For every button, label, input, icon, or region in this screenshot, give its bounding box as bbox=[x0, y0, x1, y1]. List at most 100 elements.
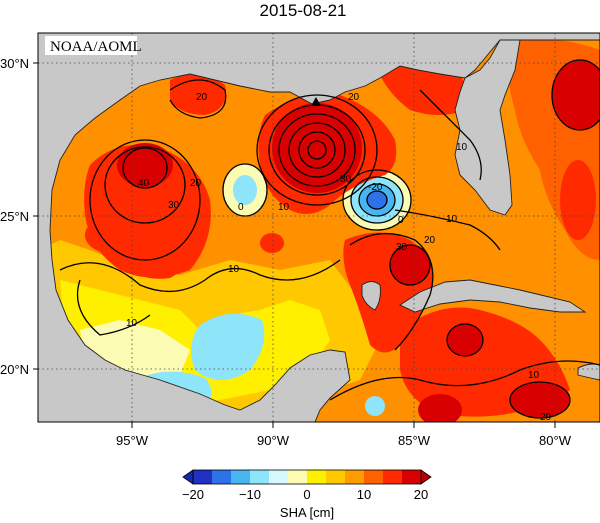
sha-high-north-central bbox=[170, 73, 226, 115]
colorbar-swatch bbox=[193, 470, 213, 484]
contour-line-50-loop bbox=[288, 122, 346, 178]
colorbar-tick-label: −10 bbox=[239, 487, 261, 502]
colorbar-swatch bbox=[288, 470, 308, 484]
contour-line-40-west bbox=[122, 147, 168, 189]
sha-high-western-south bbox=[122, 228, 188, 279]
contour-line-30-west bbox=[104, 146, 186, 224]
contour-line-60-loop bbox=[298, 131, 336, 169]
colorbar-swatches bbox=[193, 470, 422, 484]
contour-line-10-caribbean bbox=[329, 360, 600, 401]
map-title: 2015-08-21 bbox=[260, 1, 347, 20]
contour-label: 20 bbox=[540, 412, 552, 423]
contour-label: 40 bbox=[138, 178, 150, 189]
contour-line-20-north bbox=[169, 79, 227, 119]
sha-low-caribbean bbox=[365, 396, 385, 416]
contour-label: 20 bbox=[196, 92, 208, 103]
colorbar-max-arrow bbox=[420, 469, 432, 485]
credit-box bbox=[45, 36, 137, 55]
contour-line-30-yucatan bbox=[389, 244, 431, 286]
map-area: 40 30 20 10 10 20 0 10 20 30 -20 0 10 20… bbox=[38, 33, 600, 423]
colorbar-tick-label: −20 bbox=[182, 487, 204, 502]
sha-high-small-central bbox=[260, 233, 284, 253]
colorbar-swatch bbox=[231, 470, 251, 484]
contour-line-20-loop bbox=[256, 94, 378, 206]
lon-tick-label: 80°W bbox=[539, 433, 572, 448]
sha-peak-western bbox=[117, 143, 173, 187]
colorbar-swatch bbox=[326, 470, 346, 484]
contour-line-20-atlantic bbox=[551, 59, 600, 131]
contour-label: 0 bbox=[398, 215, 404, 226]
colorbar-swatch bbox=[250, 470, 270, 484]
sha-high-yucatan-core bbox=[390, 245, 430, 285]
colorbar: −20 −10 0 10 20 SHA [cm] bbox=[182, 469, 432, 520]
contour-label: 10 bbox=[126, 318, 138, 329]
colorbar-swatch bbox=[307, 470, 327, 484]
contour-line-40-loop bbox=[278, 113, 356, 187]
contour-label: 10 bbox=[278, 202, 290, 213]
lat-tick-label: 25°N bbox=[0, 209, 29, 224]
contour-line-m30-eddy bbox=[366, 190, 388, 210]
sha-high-atlantic-south bbox=[560, 160, 596, 240]
contour-line-20-caribbean-east bbox=[509, 381, 571, 419]
sha-high-atlantic-core bbox=[552, 60, 600, 130]
florida-peninsula bbox=[454, 39, 521, 216]
map-frame bbox=[37, 32, 600, 423]
sha-high-caribbean-core bbox=[447, 324, 483, 356]
colorbar-swatch bbox=[345, 470, 365, 484]
contour-label: 10 bbox=[228, 264, 240, 275]
contour-label: 10 bbox=[446, 214, 458, 225]
lon-axis: 95°W 90°W 85°W 80°W bbox=[116, 422, 572, 448]
contour-line-10-southwest bbox=[76, 279, 151, 336]
contour-line-0-eddy bbox=[342, 169, 412, 231]
contour-label: 0 bbox=[238, 202, 244, 213]
contour-label: 30 bbox=[168, 200, 180, 211]
colorbar-tick-label: 10 bbox=[357, 487, 371, 502]
contour-labels: 40 30 20 10 10 20 0 10 20 30 -20 0 10 20… bbox=[126, 92, 552, 423]
lat-tick-label: 20°N bbox=[0, 362, 29, 377]
lon-tick-label: 95°W bbox=[116, 433, 149, 448]
contour-line-m10-eddy bbox=[350, 176, 404, 224]
sha-high-west-small bbox=[85, 217, 135, 253]
lon-tick-label: 85°W bbox=[398, 433, 431, 448]
sha-eddy-core bbox=[367, 191, 387, 209]
contour-label: 10 bbox=[456, 142, 468, 153]
colorbar-swatch bbox=[212, 470, 232, 484]
islands-small bbox=[361, 281, 381, 311]
lon-tick-label: 90°W bbox=[257, 433, 290, 448]
contour-label: 20 bbox=[190, 178, 202, 189]
contour-label: 20 bbox=[424, 235, 436, 246]
sha-high-caribbean-south bbox=[418, 394, 462, 422]
contour-line-10-east bbox=[394, 209, 501, 251]
colorbar-swatch bbox=[402, 470, 422, 484]
contour-label: 20 bbox=[348, 92, 360, 103]
colorbar-swatch bbox=[269, 470, 289, 484]
credit-label: NOAA/AOML bbox=[50, 39, 142, 55]
colorbar-min-arrow bbox=[182, 469, 194, 485]
colorbar-swatch bbox=[383, 470, 403, 484]
cuba-island bbox=[399, 279, 587, 313]
colorbar-tick-label: 0 bbox=[303, 487, 310, 502]
contour-label: 30 bbox=[340, 174, 352, 185]
map-graticule bbox=[38, 33, 600, 422]
contour-label: 10 bbox=[528, 370, 540, 381]
triangle-marker-icon bbox=[311, 97, 321, 106]
sha-weak-low-central bbox=[233, 175, 257, 205]
sha-loop-current-core bbox=[272, 103, 362, 193]
colorbar-frame bbox=[192, 469, 422, 485]
lat-tick-label: 30°N bbox=[0, 56, 29, 71]
sha-high-caribbean-east bbox=[510, 382, 570, 418]
caribbean-islands bbox=[577, 363, 600, 381]
contour-line-20-west bbox=[89, 139, 201, 261]
contour-line-70-loop bbox=[307, 140, 327, 160]
lat-axis: 30°N 25°N 20°N bbox=[0, 56, 38, 377]
contour-line-10-northeast bbox=[419, 89, 482, 181]
contour-label: 30 bbox=[396, 242, 408, 253]
colorbar-swatch bbox=[364, 470, 384, 484]
contour-line-10-west bbox=[59, 259, 341, 293]
colorbar-label: SHA [cm] bbox=[280, 505, 334, 520]
contour-line-20-caribbean bbox=[446, 323, 484, 357]
sha-low-bay-campeche bbox=[191, 313, 265, 380]
mexico-us-landmass bbox=[38, 33, 600, 422]
contour-label: -20 bbox=[368, 182, 383, 193]
